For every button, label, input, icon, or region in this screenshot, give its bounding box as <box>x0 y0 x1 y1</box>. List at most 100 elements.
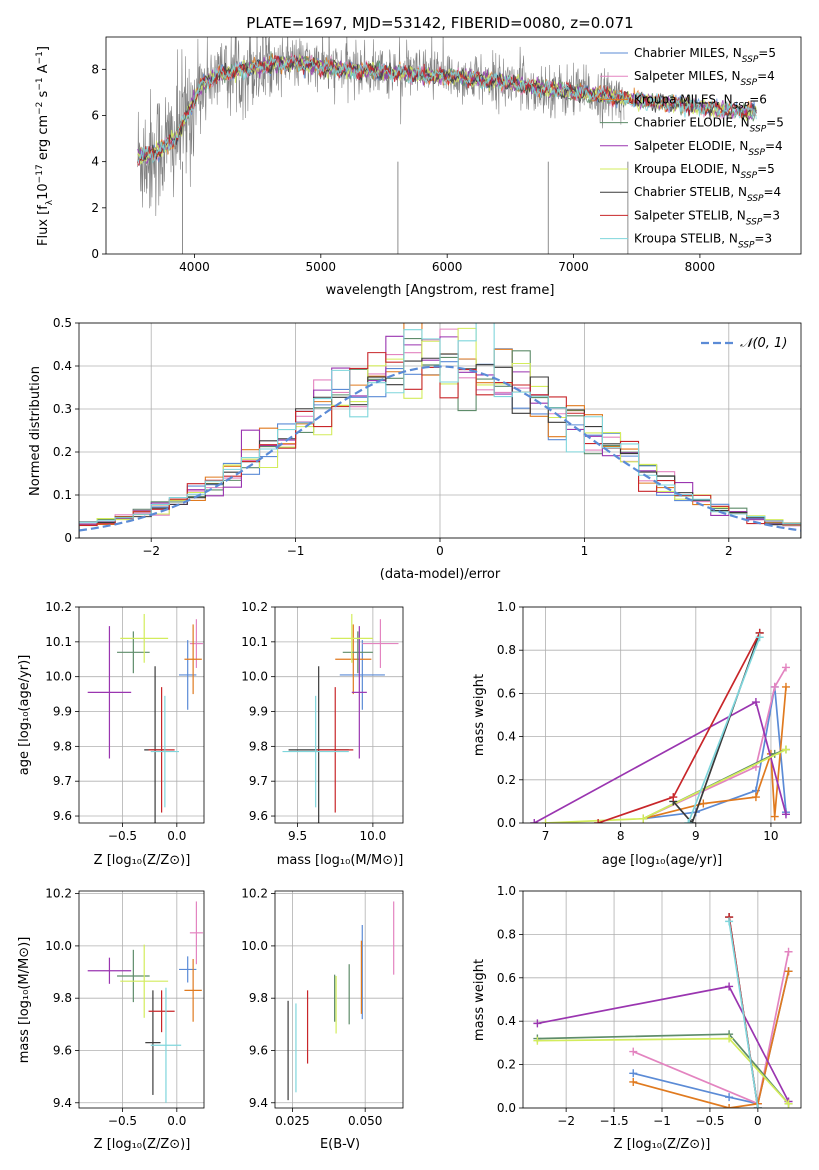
weight-marker <box>533 1036 542 1045</box>
weight-marker <box>725 1034 734 1043</box>
x-axis-label: E(B-V) <box>320 1137 360 1152</box>
weight-marker <box>751 793 760 802</box>
weight-marker <box>699 799 708 808</box>
axes-frame <box>274 606 404 824</box>
weight-marker <box>629 1069 638 1078</box>
legend-entry: Chabrier MILES, NSSP=5 <box>634 46 776 65</box>
x-axis-label: age [log₁₀(age/yr)] <box>602 853 723 868</box>
y-axis-label: Flux [fλ10−17 erg cm−2 s−1 A−1] <box>35 46 55 246</box>
weight-line <box>687 636 761 823</box>
axes-frame <box>78 322 802 539</box>
x-tick-label: 4000 <box>179 260 210 274</box>
x-tick-label: −0.5 <box>108 1114 137 1128</box>
mass_vs_Z-panel: −0.5 0.0 9.4 9.6 9.8 10.0 10.2 Z [log₁₀(Z/Z⊙)] m… <box>17 887 205 1152</box>
x-tick-label: 0 <box>754 1114 762 1128</box>
y-tick-label: 0.1 <box>53 488 72 502</box>
y-tick-label: 0.5 <box>53 316 72 330</box>
y-tick-label: 0.2 <box>53 445 72 459</box>
x-tick-label: −2 <box>142 544 160 558</box>
x-tick-label: 10.0 <box>360 829 387 843</box>
y-tick-label: 2 <box>91 201 99 215</box>
weight-marker <box>725 917 734 926</box>
legend-entry: Chabrier STELIB, NSSP=4 <box>634 185 781 204</box>
y-tick-label: 1.0 <box>497 884 516 898</box>
legend-entry: Chabrier ELODIE, NSSP=5 <box>634 116 784 135</box>
age_vs_mass-panel: 9.5 10.0 9.6 9.7 9.8 9.9 10.0 10.1 10.2 mass [log… <box>241 600 404 868</box>
y-tick-label: 0.6 <box>497 971 516 985</box>
axes-frame <box>274 890 404 1109</box>
weight-marker <box>751 698 760 707</box>
mass_vs_Z-plot-area <box>87 901 203 1103</box>
y-axis-label: mass weight <box>472 674 487 756</box>
axes-frame <box>105 36 802 255</box>
x-tick-label: −0.5 <box>695 1114 724 1128</box>
weight-marker <box>755 633 764 642</box>
weight-line <box>537 1037 790 1105</box>
weight-marker <box>725 1093 734 1102</box>
y-tick-label: 9.9 <box>249 705 268 719</box>
x-tick-label: 2 <box>725 544 733 558</box>
legend-entry: Salpeter STELIB, NSSP=3 <box>634 208 780 227</box>
x-tick-label: 0.0 <box>167 1114 186 1128</box>
x-axis-label: mass [log₁₀(M/M⊙)] <box>277 853 404 868</box>
legend-entry: Kroupa ELODIE, NSSP=5 <box>634 162 775 181</box>
weight_vs_age-panel: 7 8 9 10 0.0 0.2 0.4 0.6 0.8 1.0 age [log₁₀(age/yr… <box>472 600 802 868</box>
y-tick-label: 0.4 <box>497 730 516 744</box>
weight-marker <box>784 967 793 976</box>
weight-marker <box>725 982 734 991</box>
y-tick-label: 10.0 <box>45 670 72 684</box>
weight-line <box>632 971 790 1108</box>
y-tick-label: 9.6 <box>53 809 72 823</box>
x-axis-label: Z [log₁₀(Z/Z⊙)] <box>94 1137 191 1152</box>
legend-entry: Salpeter MILES, NSSP=4 <box>634 69 775 88</box>
weight-marker <box>753 1104 762 1108</box>
x-tick-label: −1 <box>653 1114 671 1128</box>
y-tick-label: 9.8 <box>249 991 268 1005</box>
x-tick-label: −2 <box>557 1114 575 1128</box>
residuals-plot-area <box>79 323 801 538</box>
y-tick-label: 8 <box>91 62 99 76</box>
weight-line <box>632 951 790 1105</box>
y-tick-label: 0 <box>64 531 72 545</box>
weight-line <box>642 686 787 820</box>
weight-marker <box>688 819 697 823</box>
weight-marker <box>781 682 790 691</box>
residuals-panel: −2 −1 0 1 2 0 0.1 0.2 0.3 0.4 0.5 𝒩(0, 1) (data-mode… <box>28 316 802 582</box>
weight-marker <box>781 745 790 754</box>
y-tick-label: 10.0 <box>241 939 268 953</box>
weight-line <box>545 748 787 823</box>
y-tick-label: 0.8 <box>497 927 516 941</box>
y-tick-label: 9.7 <box>53 774 72 788</box>
histogram-step <box>79 352 801 538</box>
weight-line <box>728 921 759 1108</box>
weight-line <box>533 700 787 823</box>
x-tick-label: 1 <box>581 544 589 558</box>
weight-marker <box>770 682 779 691</box>
y-tick-label: 0.2 <box>497 1058 516 1072</box>
x-axis-label: Z [log₁₀(Z/Z⊙)] <box>94 853 191 868</box>
x-tick-label: 7000 <box>558 260 589 274</box>
y-tick-label: 1.0 <box>497 600 516 614</box>
y-tick-label: 9.6 <box>249 809 268 823</box>
x-axis-label: (data-model)/error <box>380 567 501 582</box>
weight-line <box>537 1033 790 1105</box>
legend-entry: Salpeter ELODIE, NSSP=4 <box>634 139 783 158</box>
y-tick-label: 9.8 <box>249 739 268 753</box>
y-tick-label: 0.3 <box>53 402 72 416</box>
x-axis-label: Z [log₁₀(Z/Z⊙)] <box>614 1137 711 1152</box>
x-tick-label: 6000 <box>432 260 463 274</box>
x-tick-label: 7 <box>542 829 550 843</box>
y-tick-label: 10.0 <box>241 670 268 684</box>
spectrum-panel: 4000 5000 6000 7000 8000 0 2 4 6 8 wavelength [Ang… <box>35 36 802 298</box>
y-tick-label: 10.1 <box>241 635 268 649</box>
y-tick-label: 9.6 <box>249 1043 268 1057</box>
y-axis-label: mass weight <box>472 959 487 1041</box>
x-tick-label: 0.0 <box>167 829 186 843</box>
weight-marker <box>639 814 648 823</box>
x-tick-label: 8 <box>617 829 625 843</box>
x-tick-label: 8000 <box>685 260 716 274</box>
weight_vs_Z-panel: −2 −1.5 −1 −0.5 0 0.0 0.2 0.4 0.6 0.8 1.0 Z [log₁₀(… <box>472 884 802 1152</box>
y-tick-label: 9.8 <box>53 739 72 753</box>
axes-frame <box>522 606 802 824</box>
